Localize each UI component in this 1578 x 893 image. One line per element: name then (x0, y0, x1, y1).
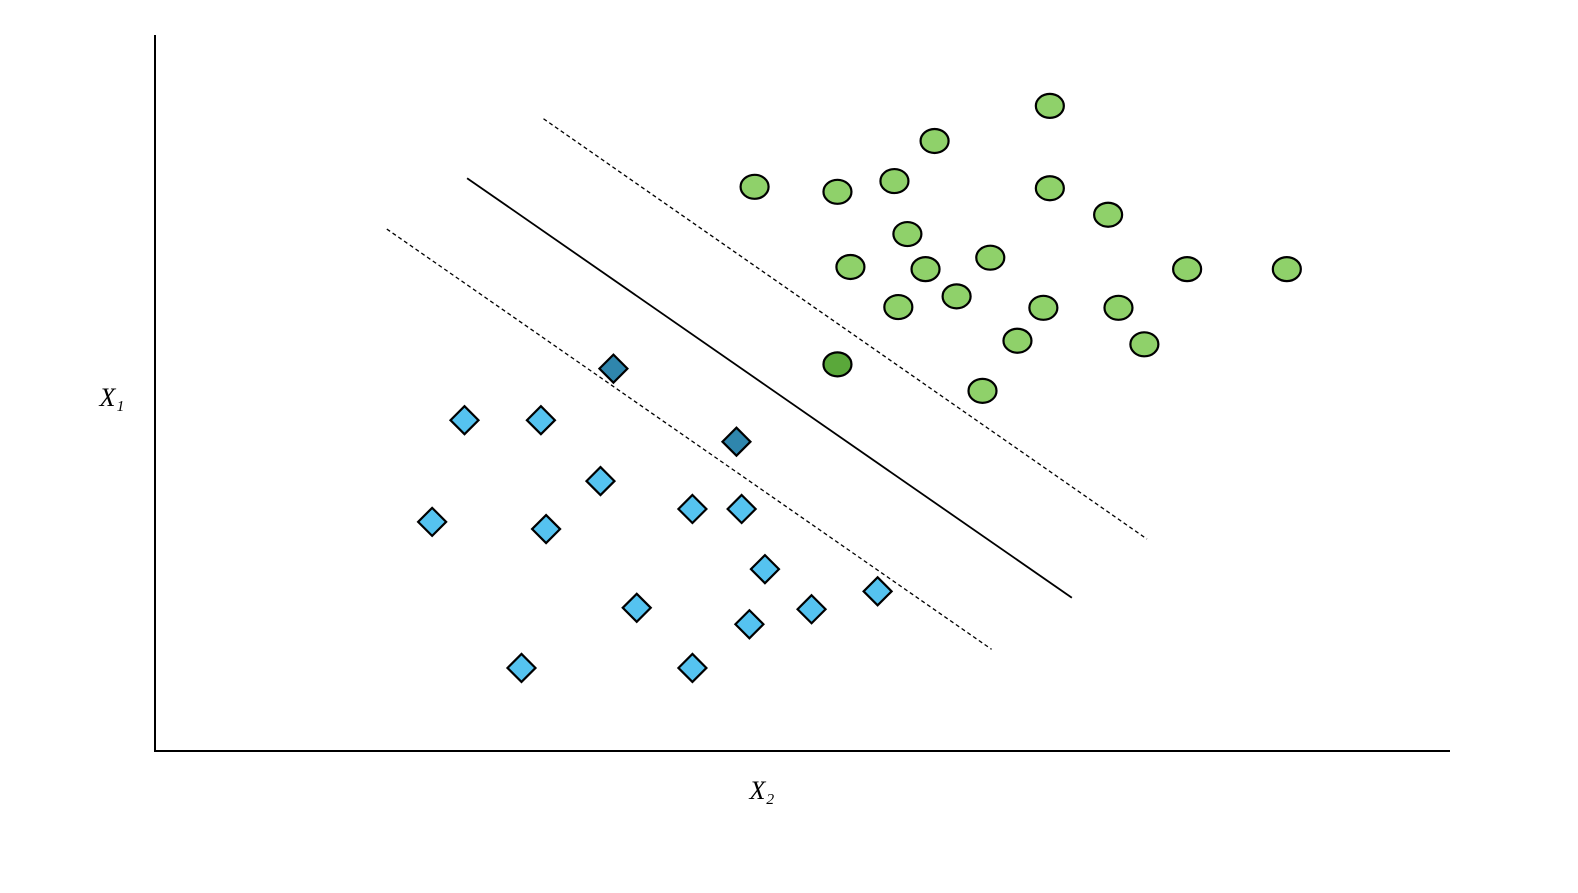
point (676, 493, 708, 525)
point (720, 426, 753, 458)
point (416, 506, 448, 538)
point (879, 167, 910, 195)
point (967, 377, 998, 404)
point (530, 513, 562, 545)
point (1172, 256, 1203, 283)
point (525, 404, 557, 436)
point (892, 220, 923, 248)
point (1034, 175, 1065, 202)
point (448, 404, 481, 436)
point (975, 244, 1006, 271)
x-axis-label: X₂ (749, 776, 775, 805)
point (835, 253, 866, 281)
hyperplane (466, 177, 1073, 599)
point (726, 493, 758, 525)
point (1103, 294, 1134, 321)
point (505, 652, 538, 684)
point (733, 608, 765, 640)
point (584, 465, 617, 497)
point (1271, 256, 1302, 283)
point (941, 283, 972, 310)
point (910, 256, 941, 283)
hyperplane (543, 118, 1148, 540)
point (1093, 201, 1124, 228)
point (739, 173, 770, 200)
hyperplane (386, 228, 992, 650)
point (621, 592, 653, 624)
point (1002, 327, 1033, 354)
y-axis-label: X₁ (99, 383, 125, 412)
point (919, 127, 950, 155)
point (862, 575, 894, 607)
point (822, 178, 853, 205)
point (796, 593, 828, 625)
point (1028, 294, 1059, 321)
point (822, 351, 853, 378)
point (883, 293, 914, 321)
point (749, 553, 781, 585)
point (676, 652, 708, 684)
point (1034, 92, 1065, 119)
point (1129, 331, 1160, 358)
point (597, 353, 629, 385)
